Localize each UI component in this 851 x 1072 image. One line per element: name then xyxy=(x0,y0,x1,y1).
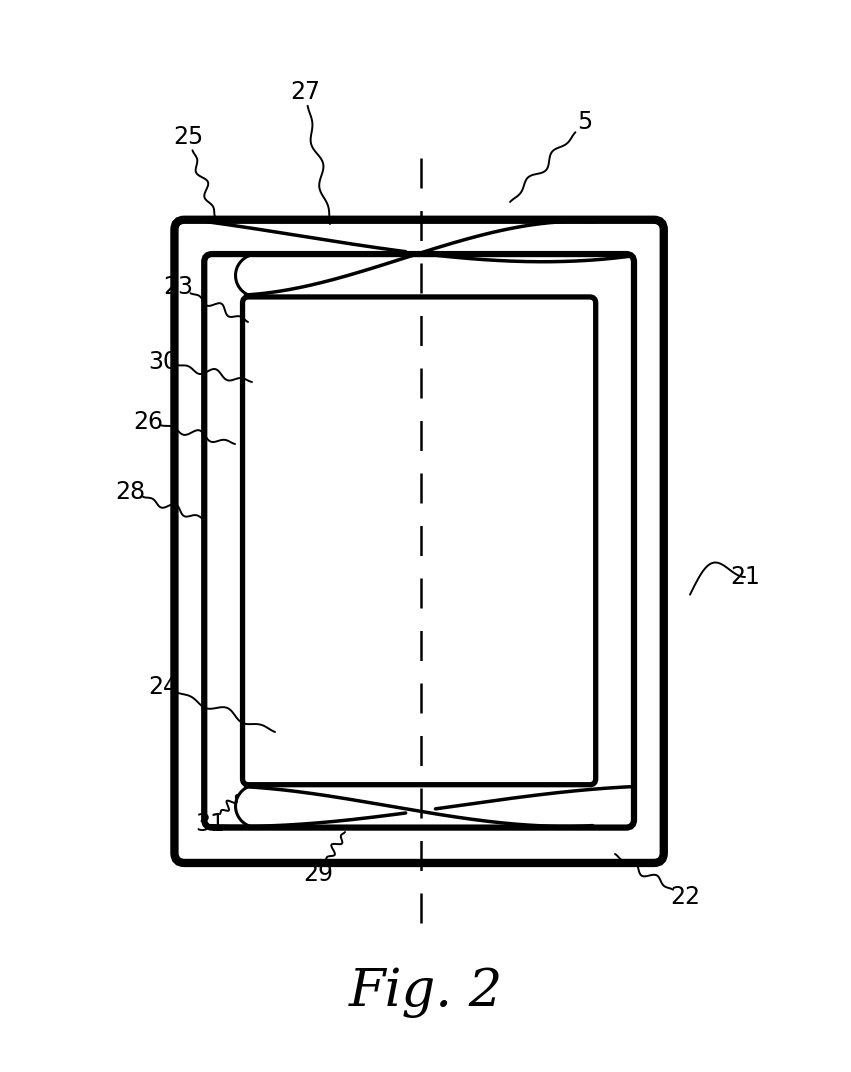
Text: 31: 31 xyxy=(195,812,225,836)
Text: 5: 5 xyxy=(577,110,592,134)
Text: 21: 21 xyxy=(730,565,760,589)
Text: 30: 30 xyxy=(148,349,178,374)
Text: 22: 22 xyxy=(670,885,700,909)
Text: 25: 25 xyxy=(173,125,203,149)
Text: 29: 29 xyxy=(303,862,333,885)
Text: 23: 23 xyxy=(163,276,193,299)
Text: 24: 24 xyxy=(148,675,178,699)
Text: Fig. 2: Fig. 2 xyxy=(348,967,503,1017)
Text: 27: 27 xyxy=(290,80,320,104)
Text: 28: 28 xyxy=(115,480,145,504)
Text: 26: 26 xyxy=(133,410,163,434)
